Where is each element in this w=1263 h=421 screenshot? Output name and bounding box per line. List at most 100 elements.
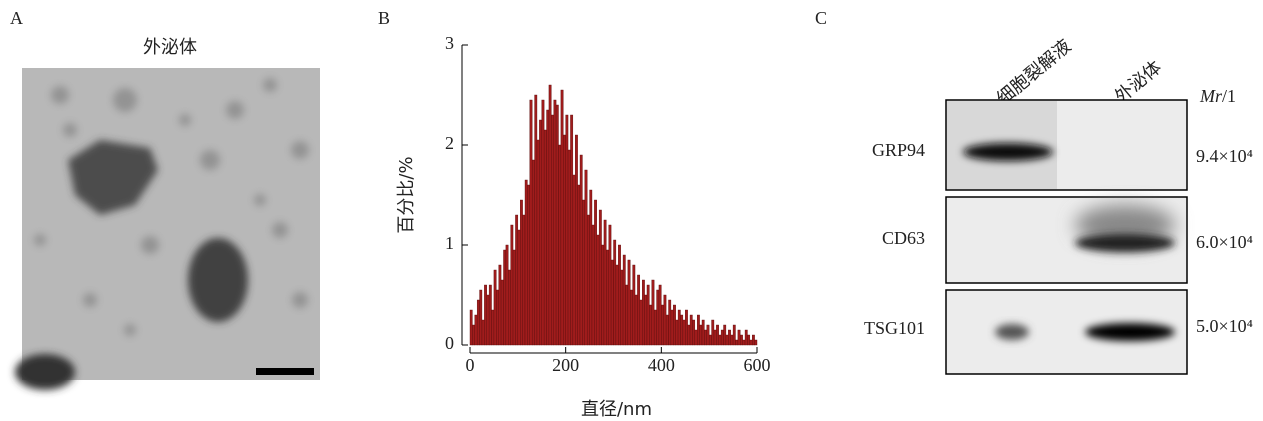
bar: [663, 294, 667, 346]
bar: [613, 239, 617, 346]
bar: [541, 99, 545, 346]
bar: [668, 299, 672, 346]
bar: [740, 334, 743, 346]
bar: [673, 304, 676, 346]
bar: [606, 249, 609, 346]
bar: [510, 224, 514, 346]
bar: [553, 99, 557, 346]
bar: [704, 329, 707, 346]
bar: [697, 314, 700, 346]
bar: [644, 294, 648, 346]
bar: [596, 234, 600, 346]
bar: [670, 309, 674, 346]
blot-row: GRP94 9.4×10⁴: [872, 99, 1253, 191]
mr-unit: /1: [1222, 86, 1236, 106]
bar: [680, 314, 684, 346]
row-label: CD63: [882, 228, 925, 248]
bar: [598, 209, 602, 346]
bar: [529, 99, 533, 346]
bar: [677, 309, 681, 346]
bar: [577, 184, 581, 346]
bar: [661, 304, 664, 346]
bar: [656, 289, 660, 346]
bar: [615, 264, 619, 346]
bar: [651, 279, 655, 346]
column-label: 细胞裂解液: [993, 36, 1075, 110]
bar: [493, 269, 497, 346]
bar: [567, 149, 571, 346]
bar: [508, 269, 511, 346]
bar: [579, 154, 583, 346]
bar: [522, 214, 526, 346]
bar: [625, 284, 629, 346]
bar: [572, 174, 576, 346]
bar: [708, 334, 712, 346]
bar: [491, 309, 495, 346]
mass-label: 6.0×10⁴: [1196, 232, 1253, 252]
mass-label: 5.0×10⁴: [1196, 316, 1253, 336]
bar: [484, 284, 487, 346]
y-tick-label: 3: [445, 33, 454, 53]
bar: [527, 184, 530, 346]
bar: [603, 219, 607, 346]
bar: [732, 324, 736, 346]
bar: [536, 139, 540, 346]
bar: [534, 94, 538, 346]
bar: [754, 339, 758, 346]
bar: [692, 319, 696, 346]
bar: [728, 329, 731, 346]
x-tick-label: 600: [744, 355, 771, 375]
bar: [551, 114, 554, 346]
x-tick-label: 200: [552, 355, 579, 375]
panel-label: C: [815, 8, 827, 28]
bar: [634, 294, 638, 346]
bar: [642, 279, 645, 346]
bar: [687, 324, 691, 346]
bar: [539, 119, 542, 346]
y-tick-label: 1: [445, 233, 454, 253]
bar: [735, 339, 739, 346]
bar: [685, 309, 688, 346]
bar: [520, 199, 523, 346]
bar: [505, 244, 509, 346]
bar: [747, 334, 751, 346]
bar: [546, 109, 550, 346]
histogram: 0 1 2 3 0 200 400 600 直径/nm 百分比/%: [396, 33, 771, 420]
bar: [500, 279, 504, 346]
bar: [586, 214, 590, 346]
bar: [479, 289, 483, 346]
bar: [639, 299, 643, 346]
bar: [630, 289, 633, 346]
panel-label: A: [10, 8, 23, 28]
bar: [608, 224, 612, 346]
row-label: GRP94: [872, 140, 925, 160]
panel-title: 外泌体: [143, 37, 197, 58]
bar: [665, 314, 669, 346]
y-axis-label: 百分比/%: [396, 156, 417, 233]
bar: [570, 114, 574, 346]
bar: [689, 314, 693, 346]
bar: [720, 329, 724, 346]
x-tick-label: 0: [466, 355, 475, 375]
bar: [701, 319, 705, 346]
bar: [627, 259, 631, 346]
bar: [481, 319, 485, 346]
bar: [601, 244, 605, 346]
bar: [558, 144, 562, 346]
bar: [548, 84, 552, 346]
bar: [618, 244, 621, 346]
bar: [498, 264, 502, 346]
bar: [711, 319, 715, 346]
bar: [584, 169, 588, 346]
bar: [658, 284, 662, 346]
bar: [716, 324, 719, 346]
bar: [476, 299, 480, 346]
bar: [582, 199, 585, 346]
bar: [515, 214, 519, 346]
bar: [503, 249, 507, 346]
bar: [594, 199, 597, 346]
bar: [620, 269, 624, 346]
mass-label: 9.4×10⁴: [1196, 146, 1253, 166]
bar: [653, 309, 657, 346]
